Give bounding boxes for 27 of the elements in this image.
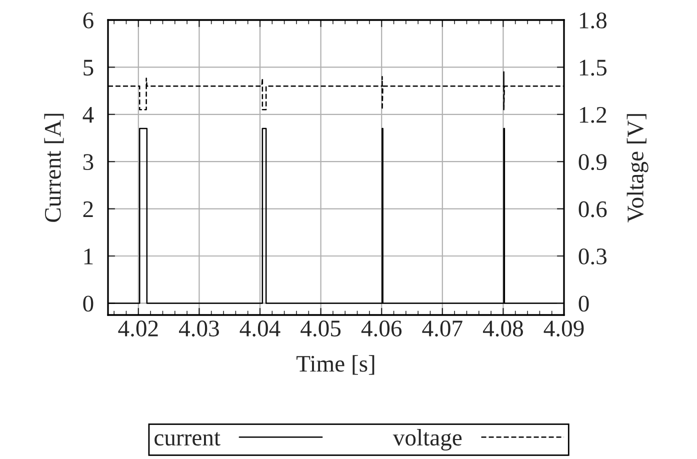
y-tick-label: 0 (83, 296, 94, 312)
x-tick-label: 4.05 (300, 320, 341, 337)
x-axis-title: Time [s] (296, 355, 374, 375)
x-tick-label: 4.08 (483, 320, 523, 337)
x-tick-label: 4.07 (422, 320, 462, 337)
y2-tick-label: 1.2 (580, 106, 606, 123)
y-axis-title: Current [A] (44, 114, 64, 222)
y-tick-label: 6 (83, 12, 94, 28)
y-tick-label: 5 (84, 60, 94, 76)
x-tick-label: 4.03 (179, 320, 219, 337)
y-tick-label: 3 (83, 154, 94, 170)
x-tick-label: 4.04 (240, 320, 280, 337)
y2-axis-title: Voltage [V] (626, 114, 648, 222)
legend-label: voltage (392, 429, 462, 450)
y2-tick-label: 0.9 (578, 154, 606, 170)
y2-tick-label: 1.5 (580, 60, 606, 76)
y2-tick-label: 0.3 (578, 248, 606, 265)
y-tick-label: 1 (84, 248, 93, 264)
y2-tick-label: 0 (578, 296, 589, 312)
legend-label: current (154, 432, 220, 446)
x-tick-label: 4.02 (118, 320, 158, 337)
x-tick-label: 4.09 (544, 320, 584, 337)
y-tick-label: 4 (82, 107, 94, 123)
y2-tick-label: 0.6 (578, 201, 607, 218)
x-tick-label: 4.06 (361, 320, 402, 337)
y-tick-label: 2 (83, 201, 93, 217)
y2-tick-label: 1.8 (580, 12, 607, 29)
